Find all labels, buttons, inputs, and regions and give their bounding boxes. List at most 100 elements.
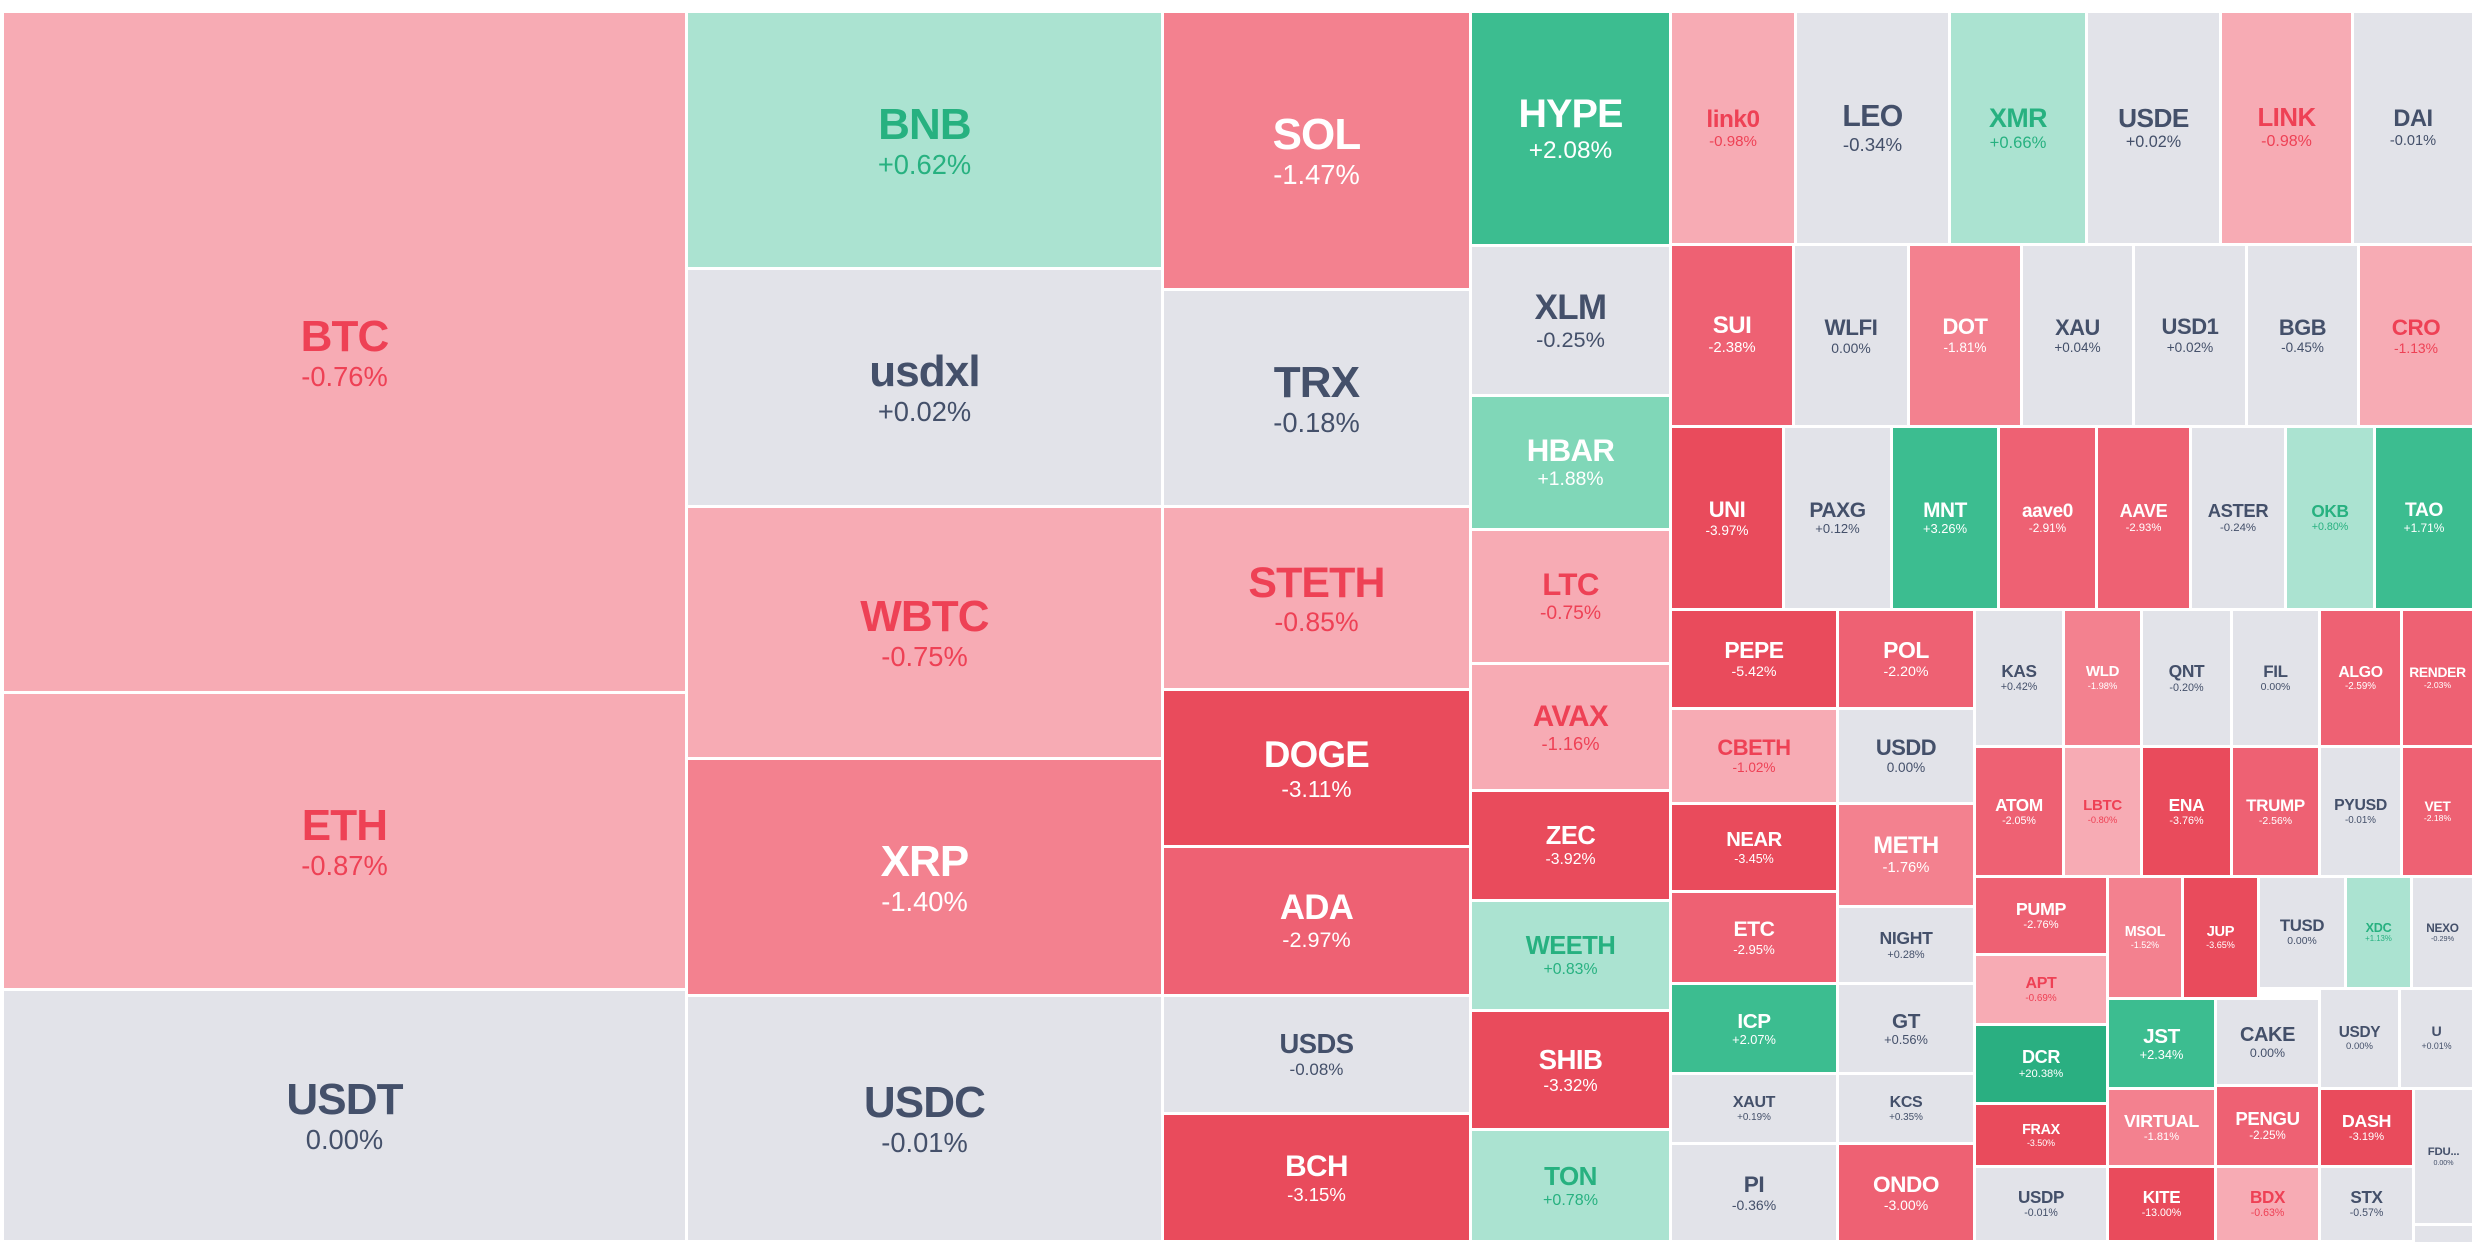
tile-ltc[interactable]: LTC -0.75% (1472, 531, 1669, 662)
tile-change: +0.19% (1737, 1111, 1771, 1123)
tile-usde[interactable]: USDE +0.02% (2088, 13, 2219, 243)
tile-pol[interactable]: POL -2.20% (1839, 611, 1973, 707)
tile-steth[interactable]: STETH -0.85% (1163, 508, 1469, 688)
tile-near[interactable]: NEAR -3.45% (1672, 805, 1836, 890)
tile-usdc[interactable]: USDC -0.01% (688, 997, 1161, 1240)
tile-ondo[interactable]: ONDO -3.00% (1839, 1145, 1973, 1240)
tile-symbol: FRAX (2022, 1121, 2060, 1138)
tile-change: -2.76% (2023, 919, 2059, 932)
tile-change: -0.75% (881, 641, 968, 673)
tile-stx[interactable]: STX -0.57% (2321, 1168, 2412, 1240)
tile-link[interactable]: LINK -0.98% (2222, 13, 2351, 243)
tile-atom[interactable]: ATOM -2.05% (1976, 748, 2062, 875)
tile-fil[interactable]: FIL 0.00% (2233, 611, 2318, 745)
tile-uni[interactable]: UNI -3.97% (1672, 428, 1782, 608)
tile-hbar[interactable]: HBAR +1.88% (1472, 397, 1669, 528)
tile-qnt[interactable]: QNT -0.20% (2143, 611, 2230, 745)
tile-bdx[interactable]: BDX -0.63% (2217, 1168, 2318, 1240)
tile-change: +2.07% (1732, 1031, 1776, 1047)
tile-vet[interactable]: VET -2.18% (2403, 748, 2472, 875)
tile-wld[interactable]: WLD -1.98% (2064, 611, 2140, 745)
tile-tao[interactable]: TAO +1.71% (2376, 428, 2472, 608)
tile-change: -0.18% (1273, 406, 1360, 438)
tile-xaut[interactable]: XAUT +0.19% (1672, 1075, 1836, 1142)
tile-zec[interactable]: ZEC -3.92% (1472, 792, 1669, 899)
tile-dcr[interactable]: DCR +20.38% (1976, 1026, 2106, 1102)
tile-night[interactable]: NIGHT +0.28% (1839, 908, 1973, 982)
tile-usdd[interactable]: USDD 0.00% (1839, 710, 1973, 802)
tile-aster[interactable]: ASTER -0.24% (2192, 428, 2284, 608)
tile-kite[interactable]: KITE -13.00% (2109, 1168, 2214, 1240)
tile-paxg[interactable]: PAXG +0.12% (1785, 428, 1890, 608)
tile-fdu[interactable]: FDU... 0.00% (2415, 1090, 2472, 1223)
tile-dash[interactable]: DASH -3.19% (2321, 1090, 2412, 1165)
tile-trump[interactable]: TRUMP -2.56% (2233, 748, 2318, 875)
tile-xrp[interactable]: XRP -1.40% (688, 760, 1161, 994)
tile-cro[interactable]: CRO -1.13% (2360, 246, 2472, 425)
tile-cbeth[interactable]: CBETH -1.02% (1672, 710, 1836, 802)
tile-ada[interactable]: ADA -2.97% (1163, 847, 1469, 994)
tile-weeth[interactable]: WEETH +0.83% (1472, 902, 1669, 1009)
tile-mnt[interactable]: MNT +3.26% (1893, 428, 1997, 608)
tile-dot[interactable]: DOT -1.81% (1910, 246, 2020, 425)
tile-etc[interactable]: ETC -2.95% (1672, 893, 1836, 982)
tile-virtual[interactable]: VIRTUAL -1.81% (2109, 1090, 2214, 1165)
tile-pyusd[interactable]: PYUSD -0.01% (2321, 748, 2400, 875)
tile-sui[interactable]: SUI -2.38% (1672, 246, 1792, 425)
tile-kcs[interactable]: KCS +0.35% (1839, 1075, 1973, 1142)
tile-pi[interactable]: PI -0.36% (1672, 1145, 1836, 1240)
tile-xmr[interactable]: XMR +0.66% (1951, 13, 2085, 243)
tile-hype[interactable]: HYPE +2.08% (1472, 13, 1669, 244)
tile-aave[interactable]: AAVE -2.93% (2098, 428, 2189, 608)
tile-gt[interactable]: GT +0.56% (1839, 985, 1973, 1072)
tile-frax[interactable]: FRAX -3.50% (1976, 1105, 2106, 1165)
tile-render[interactable]: RENDER -2.03% (2403, 611, 2472, 745)
tile-kas[interactable]: KAS +0.42% (1976, 611, 2062, 745)
tile-btc[interactable]: BTC -0.76% (3, 13, 685, 691)
tile-ton[interactable]: TON +0.78% (1472, 1131, 1669, 1240)
tile-algo[interactable]: ALGO -2.59% (2321, 611, 2400, 745)
tile-dai[interactable]: DAI -0.01% (2354, 13, 2472, 243)
tile-lbtc[interactable]: LBTC -0.80% (2064, 748, 2140, 875)
tile-apt[interactable]: APT -0.69% (1976, 956, 2106, 1023)
tile-icp[interactable]: ICP +2.07% (1672, 985, 1836, 1072)
tile-okb[interactable]: OKB +0.80% (2287, 428, 2373, 608)
tile-leo[interactable]: LEO -0.34% (1797, 13, 1948, 243)
tile-jup[interactable]: JUP -3.65% (2184, 878, 2257, 997)
tile-aave0[interactable]: aave0 -2.91% (2000, 428, 2095, 608)
tile-tusd[interactable]: TUSD 0.00% (2260, 878, 2344, 987)
tile-pump[interactable]: PUMP -2.76% (1976, 878, 2106, 953)
tile-usdt[interactable]: USDT 0.00% (3, 990, 685, 1240)
tile-symbol: PAXG (1809, 498, 1866, 522)
tile-sol[interactable]: SOL -1.47% (1163, 13, 1469, 288)
tile-xlm[interactable]: XLM -0.25% (1472, 246, 1669, 394)
tile-bnb[interactable]: BNB +0.62% (688, 13, 1161, 267)
tile-trx[interactable]: TRX -0.18% (1163, 291, 1469, 505)
tile-pengu[interactable]: PENGU -2.25% (2217, 1087, 2318, 1165)
tile-cake[interactable]: CAKE 0.00% (2217, 1000, 2318, 1084)
tile-usdp[interactable]: USDP -0.01% (1976, 1168, 2106, 1240)
tile-nexo[interactable]: NEXO -0.29% (2413, 878, 2472, 987)
tile-bch[interactable]: BCH -3.15% (1163, 1115, 1469, 1240)
tile-doge[interactable]: DOGE -3.11% (1163, 691, 1469, 845)
tile-pepe[interactable]: PEPE -5.42% (1672, 611, 1836, 707)
tile-eth[interactable]: ETH -0.87% (3, 694, 685, 988)
tile-u[interactable]: U +0.01% (2401, 989, 2472, 1087)
tile-jst[interactable]: JST +2.34% (2109, 1000, 2214, 1087)
tile-xdc[interactable]: XDC +1.13% (2347, 878, 2410, 987)
tile-usdy[interactable]: USDY 0.00% (2321, 989, 2398, 1087)
tile-msol[interactable]: MSOL -1.52% (2109, 878, 2181, 997)
tile-avax[interactable]: AVAX -1.16% (1472, 665, 1669, 789)
tile-link0[interactable]: link0 -0.98% (1672, 13, 1794, 243)
tile-shib[interactable]: SHIB -3.32% (1472, 1012, 1669, 1128)
tile-xau[interactable]: XAU +0.04% (2023, 246, 2132, 425)
tile-usdxl[interactable]: usdxl +0.02% (688, 270, 1161, 505)
tile-wlfi[interactable]: WLFI 0.00% (1795, 246, 1907, 425)
tile-usd1[interactable]: USD1 +0.02% (2134, 246, 2245, 425)
tile-bgb[interactable]: BGB -0.45% (2248, 246, 2357, 425)
tile-wbtc[interactable]: WBTC -0.75% (688, 508, 1161, 757)
tile-ena[interactable]: ENA -3.76% (2143, 748, 2230, 875)
tile-change: 0.00% (2346, 1040, 2373, 1052)
tile-usds[interactable]: USDS -0.08% (1163, 997, 1469, 1112)
tile-meth[interactable]: METH -1.76% (1839, 805, 1973, 905)
